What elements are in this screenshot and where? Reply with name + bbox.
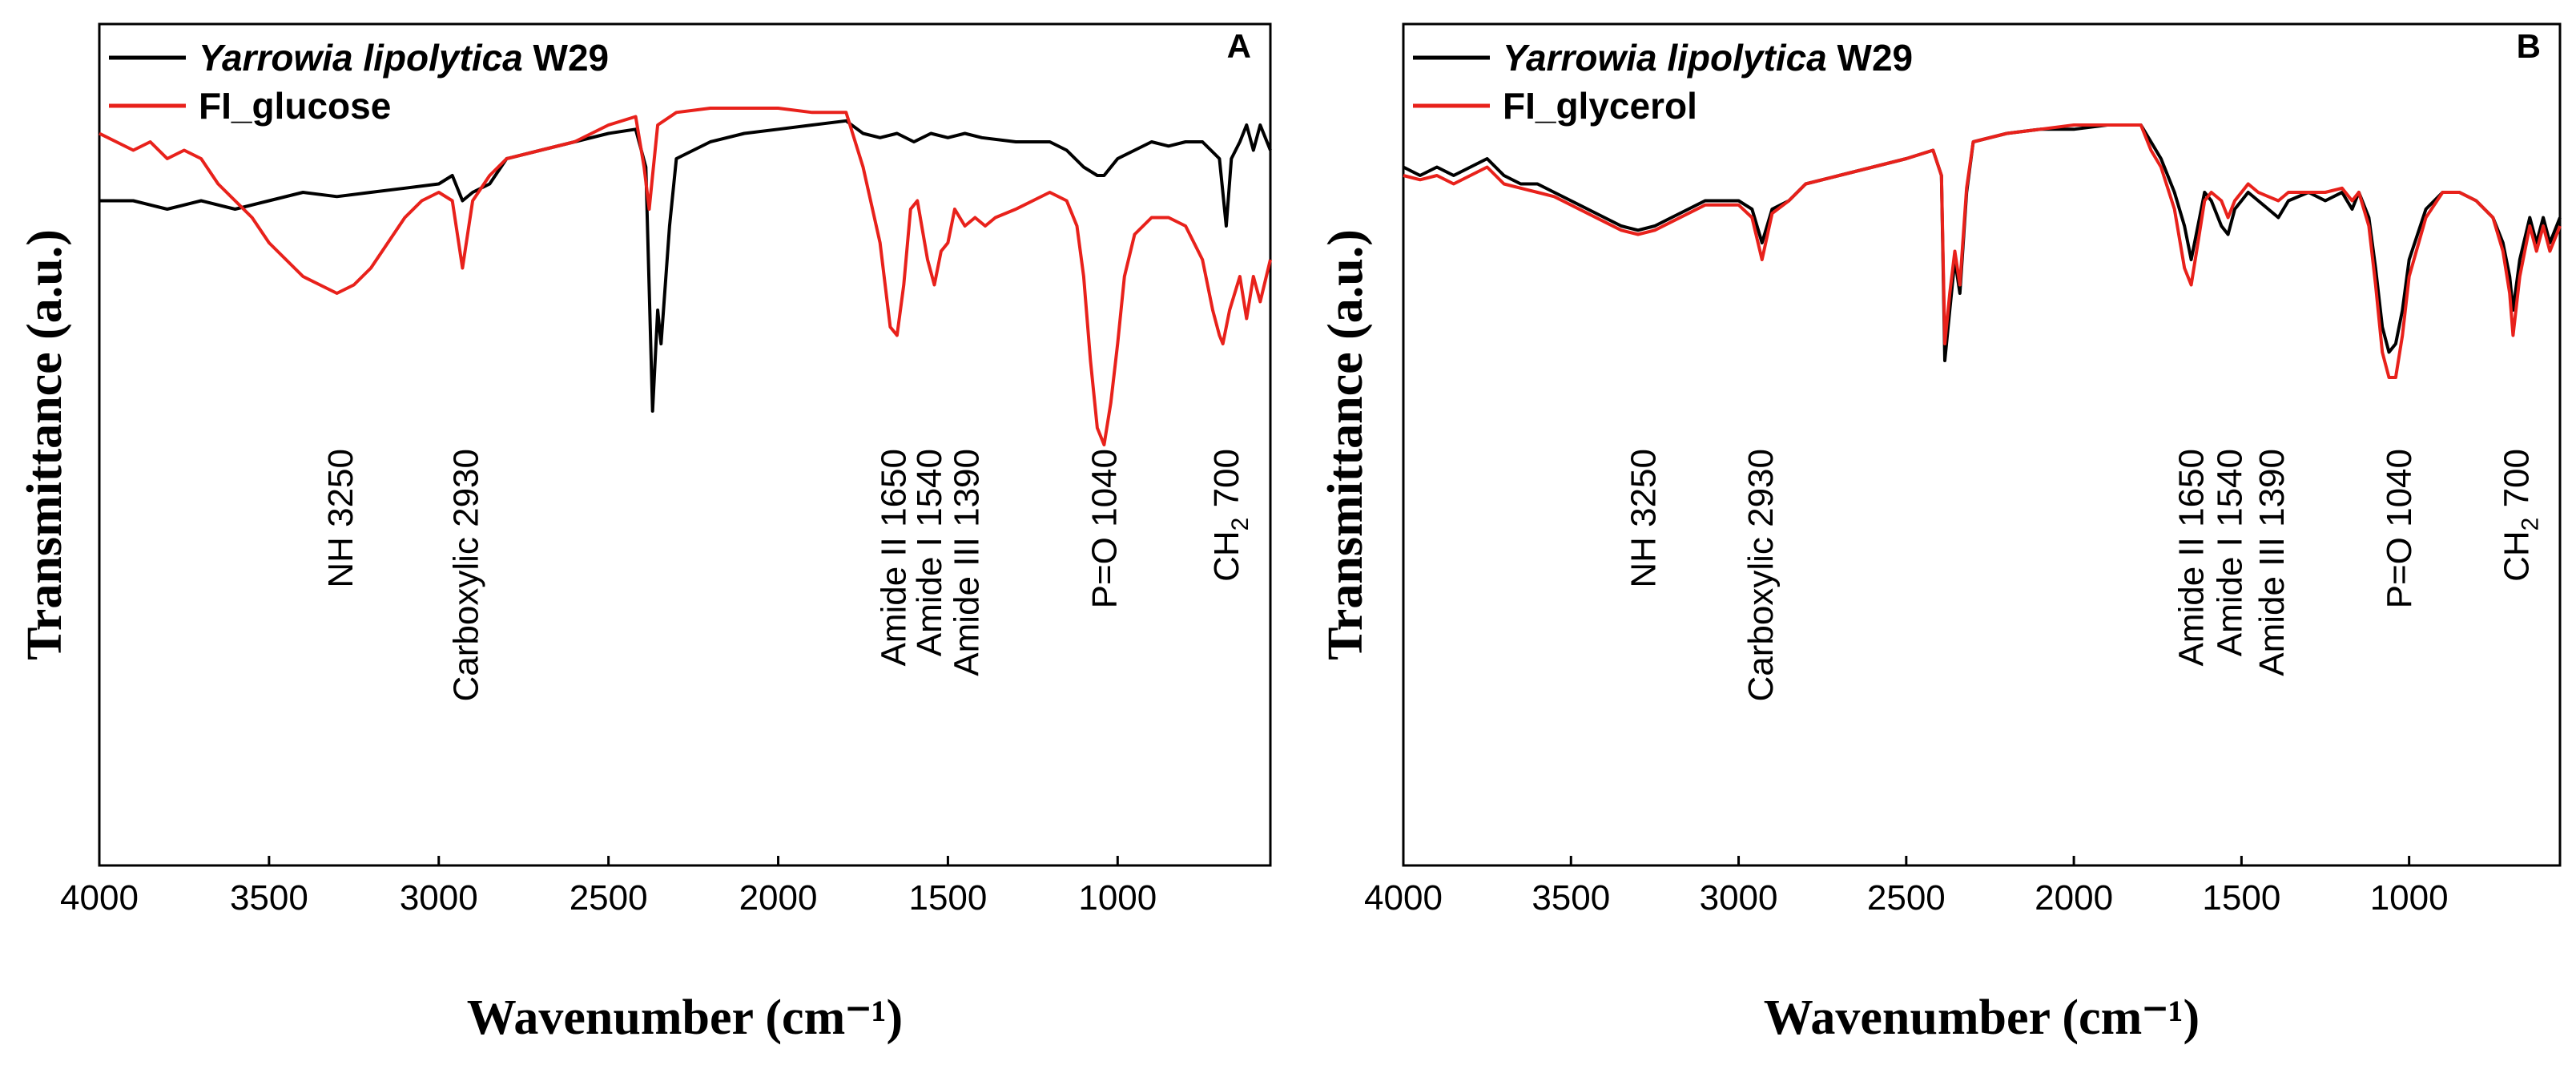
panel-a-x-tick-label: 4000 [60,878,139,918]
legend-species-name: Yarrowia lipolytica [1503,37,1827,79]
peak-label-text: NH 3250 [1624,449,1663,588]
panel-a-x-ticks: 4000 3500 3000 2500 2000 1500 1000 [60,856,1157,918]
panel-b: B Wavenumber (cm⁻¹) Transmittance (a.u.)… [1318,22,2562,1045]
panel-b-x-tick-label: 1500 [2202,878,2280,918]
panel-b-series-line-fi [1403,123,2562,379]
peak-label-subscript: 2 [1227,518,1254,531]
panel-a-legend-label: Yarrowia lipolytica W29 [199,37,609,79]
panel-b-x-tick-label: 3000 [1700,878,1778,918]
panel-a-x-tick-label: 2500 [570,878,648,918]
panel-b-peak-label: Amide III 1390 [2252,449,2292,676]
panel-b-letter: B [2517,27,2541,65]
panel-a-series-line-yarrowia [99,119,1272,413]
panel-b-legend-label: Yarrowia lipolytica W29 [1503,37,1913,79]
panel-b-x-ticks: 4000 3500 3000 2500 2000 1500 1000 [1364,856,2449,918]
panel-a-peak-label: Amide III 1390 [948,449,987,676]
panel-a-legend: Yarrowia lipolytica W29 FI_glucose [109,37,609,127]
panel-b-legend-label: FI_glycerol [1503,85,1697,127]
panel-a: A Wavenumber (cm⁻¹) Transmittance (a.u.)… [18,22,1272,1045]
peak-label-text: Amide III 1390 [948,449,987,676]
panel-b-plot-frame [1402,22,2562,867]
panel-a-annotations: NH 3250 Carboxylic 2930 Amide II 1650Amide… [321,449,1254,702]
panel-b-peak-label: Carboxylic 2930 [1741,449,1781,702]
panel-a-x-axis-title: Wavenumber (cm⁻¹) [467,990,903,1045]
panel-a-x-tick-label: 3000 [400,878,478,918]
peak-label-text: Amide III 1390 [2252,449,2292,676]
legend-series-name: FI_glycerol [1503,85,1697,127]
panel-b-peak-label: NH 3250 [1624,449,1663,588]
panel-a-series-line-fi [99,107,1272,446]
panel-b-y-axis-title: Transmittance (a.u.) [1318,229,1373,660]
peak-label-suffix: 700 [1207,449,1246,518]
peak-label-text: Carboxylic 2930 [1741,449,1781,702]
peak-label-text: NH 3250 [321,449,360,588]
panel-a-peak-label: Amide II 1650 [875,449,914,667]
panel-a-peak-label: CH2 700 [1207,449,1254,582]
peak-label-text: Amide I 1540 [910,449,949,656]
peak-label-text: CH [2498,530,2537,582]
panel-b-peak-label: P=O 1040 [2380,449,2419,608]
peak-label-text: Amide II 1650 [875,449,914,667]
panel-a-plot-frame [98,22,1272,867]
panel-a-x-tick-label: 1000 [1078,878,1157,918]
peak-label-text: P=O 1040 [2380,449,2419,608]
panel-b-x-tick-label: 2000 [2035,878,2113,918]
legend-species-name: Yarrowia lipolytica [199,37,523,79]
peak-label-text: Amide I 1540 [2211,449,2250,656]
panel-b-x-tick-label: 3500 [1532,878,1610,918]
panel-a-x-tick-label: 3500 [230,878,308,918]
panel-a-y-axis-title: Transmittance (a.u.) [18,229,72,660]
peak-label-text: Carboxylic 2930 [447,449,486,702]
panel-a-peak-label: Amide I 1540 [910,449,949,656]
panel-b-x-axis-title: Wavenumber (cm⁻¹) [1764,990,2200,1045]
panel-b-series [1403,123,2562,379]
panel-a-series [99,107,1272,446]
panel-b-x-tick-label: 2500 [1867,878,1946,918]
peak-label-text: CH [1207,530,1246,582]
panel-a-x-tick-label: 2000 [739,878,818,918]
peak-label-text: Amide II 1650 [2172,449,2212,667]
panel-b-x-tick-label: 4000 [1364,878,1443,918]
panel-a-letter: A [1227,27,1251,65]
peak-label-suffix: 700 [2498,449,2537,518]
peak-label-subscript: 2 [2518,518,2544,531]
panel-b-peak-label: Amide II 1650 [2172,449,2212,667]
legend-series-name: FI_glucose [199,85,391,127]
panel-b-peak-label: Amide I 1540 [2211,449,2250,656]
legend-strain-name: W29 [523,37,609,79]
panel-a-x-tick-label: 1500 [908,878,987,918]
panel-b-peak-label: CH2 700 [2498,449,2544,582]
panel-b-series-line-yarrowia [1403,123,2562,362]
panel-b-annotations: NH 3250 Carboxylic 2930 Amide II 1650 Amide… [1624,449,2543,702]
peak-label-text: P=O 1040 [1085,449,1124,608]
panel-b-x-tick-label: 1000 [2370,878,2449,918]
panel-a-peak-label: Carboxylic 2930 [447,449,486,702]
panel-a-peak-label: NH 3250 [321,449,360,588]
panel-a-legend-label: FI_glucose [199,85,391,127]
panel-b-legend: Yarrowia lipolytica W29 FI_glycerol [1413,37,1913,127]
legend-strain-name: W29 [1827,37,1913,79]
panel-a-peak-label: P=O 1040 [1085,449,1124,608]
